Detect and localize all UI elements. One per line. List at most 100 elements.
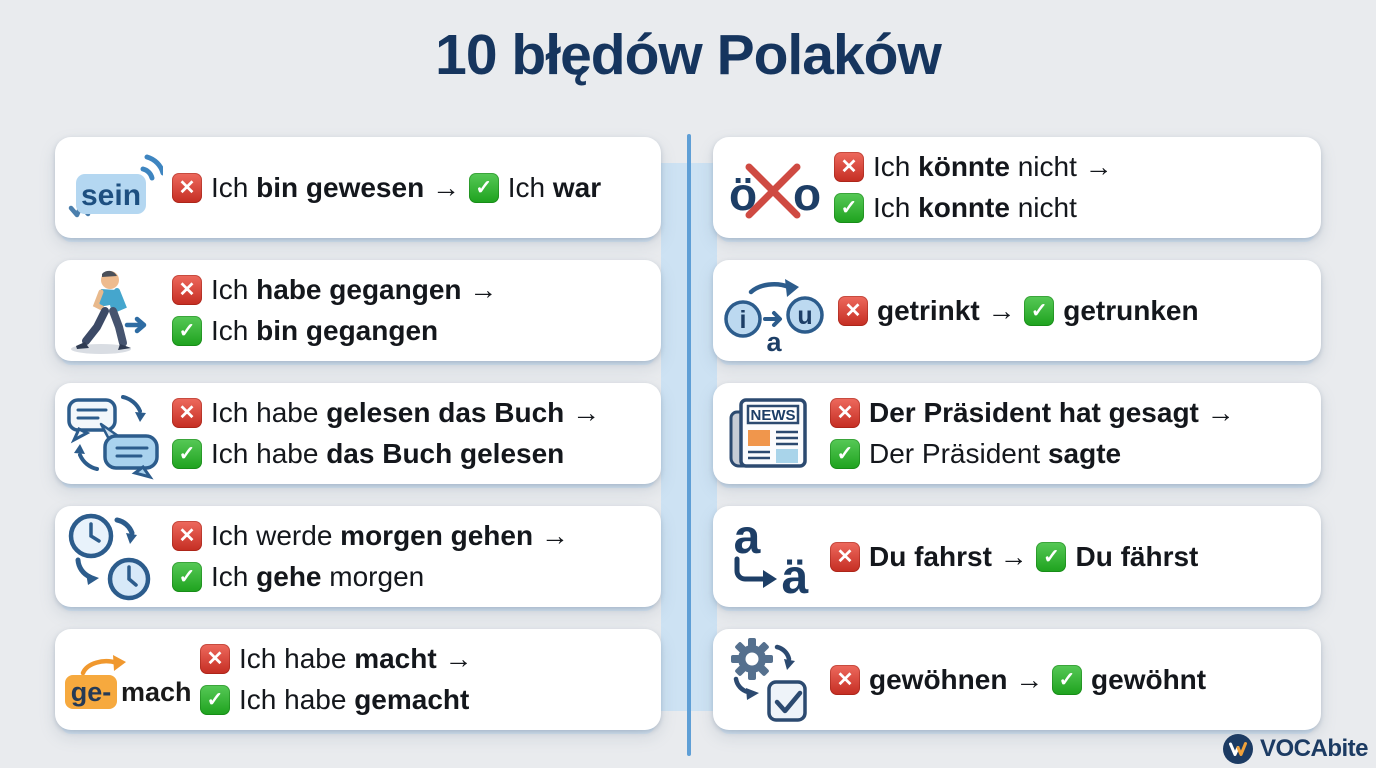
text-segment: Ich [211,315,257,346]
text-segment: Ich habe [239,684,355,715]
text-segment: Ich habe [239,643,355,674]
center-divider-line [687,134,691,756]
text-segment: bin gegangen [256,315,439,346]
card-text: ✕ Ich könnte nicht → ✓ Ich konnte nicht [825,147,1311,228]
text-segment: Der Präsident [869,438,1048,469]
svg-text:NEWS: NEWS [751,407,796,424]
cross-mark-icon: ✕ [172,398,202,428]
card-text: ✕ Ich habe macht → ✓ Ich habe gemacht [191,639,651,720]
example-line: ✕ Ich bin gewesen → ✓ Ich war [171,168,651,208]
svg-text:ä: ä [782,551,809,601]
card-text: ✕ gewöhnen → ✓ gewöhnt [821,660,1311,700]
text-segment: Ich werde [211,520,341,551]
cross-mark-icon: ✕ [830,398,860,428]
error-card-2: ✕ Ich habe gegangen → ✓ Ich bin gegangen [55,260,661,361]
example-line: ✕ gewöhnen → ✓ gewöhnt [829,660,1311,700]
text-segment: gelesen das Buch [326,397,565,428]
cross-mark-icon: ✕ [834,152,864,182]
error-card-3: ✕ Ich habe gelesen das Buch → ✓ Ich habe da… [55,383,661,484]
example-line: ✕ Ich könnte nicht → [833,147,1311,187]
text-segment: Ich [211,274,257,305]
error-card-5: ge-macht ✕ Ich habe macht → ✓ Ich habe gemac… [55,629,661,730]
cross-mark-icon: ✕ [172,172,202,203]
svg-text:a: a [734,513,761,564]
svg-text:ge-: ge- [71,677,112,707]
cards-column-left: sein ✕ Ich bin gewesen → ✓ Ich war ✕ Ich habe… [55,137,661,730]
error-card-4: ✕ Ich werde morgen gehen → ✓ Ich gehe morge… [55,506,661,607]
text-segment: Ich [211,561,257,592]
error-card-7: i u a ✕ getrinkt → ✓ getrunken [713,260,1321,361]
text-segment: getrinkt [877,294,980,326]
text-segment: Ich [873,151,919,182]
text-segment: bin gewesen [256,171,425,203]
text-segment: macht [354,643,437,674]
svg-text:i: i [740,306,747,334]
error-card-9: a ä ✕ Du fahrst → ✓ Du fährst [713,506,1321,607]
check-mark-icon: ✓ [172,562,202,592]
cross-mark-icon: ✕ [830,664,860,695]
check-mark-icon: ✓ [1024,295,1055,326]
cross-mark-icon: ✕ [830,541,860,572]
error-card-1: sein ✕ Ich bin gewesen → ✓ Ich war [55,137,661,238]
text-segment: das Buch gelesen [326,438,565,469]
text-segment: → [436,643,473,674]
svg-text:sein: sein [81,179,141,212]
cross-mark-icon: ✕ [200,644,230,674]
newspaper-icon: NEWS [721,394,821,474]
vocabite-logo-icon [1222,734,1253,764]
text-segment: Du fährst [1075,540,1199,572]
example-line: ✓ Ich habe gemacht [199,680,651,720]
text-segment: habe gegangen [256,274,462,305]
text-segment: getrunken [1063,294,1199,326]
card-text: ✕ Der Präsident hat gesagt → ✓ Der Präsiden… [821,393,1311,474]
text-segment: → [1198,397,1235,428]
example-line: ✓ Ich bin gegangen [171,311,651,351]
check-mark-icon: ✓ [200,685,230,715]
check-mark-icon: ✓ [468,172,499,203]
brand-logo: VOCAbite [1222,734,1369,764]
check-mark-icon: ✓ [1036,541,1067,572]
sein-speech-bubble-icon: sein [63,152,163,224]
text-segment: gewöhnt [1091,663,1207,695]
card-text: ✕ Ich habe gelesen das Buch → ✓ Ich habe da… [163,393,651,474]
swap-speech-bubbles-icon [63,388,163,480]
check-mark-icon: ✓ [172,316,202,346]
text-segment: → [533,520,569,551]
text-segment: nicht [1009,192,1077,223]
example-line: ✕ getrinkt → ✓ getrunken [837,291,1311,331]
error-card-6: ö o ✕ Ich könnte nicht → ✓ Ich konnte nicht [713,137,1321,238]
card-text: ✕ Ich bin gewesen → ✓ Ich war [163,168,651,208]
text-segment: → [1007,663,1052,695]
text-segment: Ich [873,192,919,223]
text-segment: gewöhnen [869,663,1008,695]
card-text: ✕ getrinkt → ✓ getrunken [829,291,1311,331]
ge-prefix-icon: ge-macht [63,643,191,717]
cards-column-right: ö o ✕ Ich könnte nicht → ✓ Ich konnte nicht i u… [713,137,1321,730]
card-text: ✕ Ich habe gegangen → ✓ Ich bin gegangen [163,270,651,351]
walking-person-icon [63,267,163,355]
check-mark-icon: ✓ [1052,664,1083,695]
text-segment: → [979,294,1024,326]
text-segment: → [564,397,601,428]
text-segment: Der Präsident hat gesagt [869,397,1199,428]
text-segment: nicht → [1009,151,1113,182]
clocks-time-icon [63,511,163,603]
text-segment: → [424,171,468,203]
text-segment: morgen gehen [340,520,534,551]
svg-text:macht: macht [121,677,191,707]
example-line: ✕ Du fahrst → ✓ Du fährst [829,537,1311,577]
svg-text:u: u [797,302,812,330]
text-segment: morgen [321,561,425,592]
card-text: ✕ Ich werde morgen gehen → ✓ Ich gehe morge… [163,516,651,597]
gear-checkbox-icon [721,634,821,726]
svg-text:a: a [766,327,782,355]
text-segment: → [461,274,498,305]
card-text: ✕ Du fahrst → ✓ Du fährst [821,537,1311,577]
text-segment: Du fahrst [869,540,992,572]
cross-mark-icon: ✕ [172,521,202,551]
text-segment: könnte [918,151,1010,182]
error-card-8: NEWS ✕ Der Präsident hat gesagt → ✓ Der Präs… [713,383,1321,484]
